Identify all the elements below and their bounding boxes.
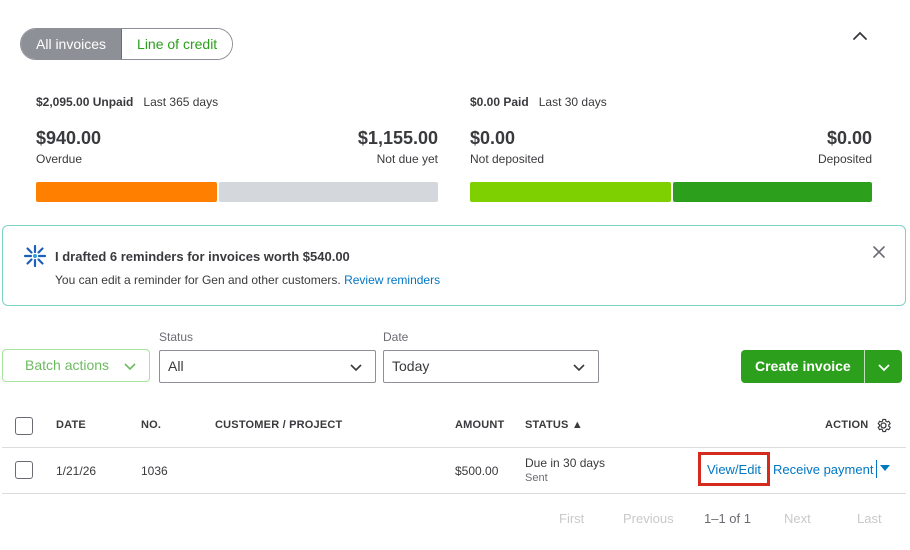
pagination-next[interactable]: Next — [784, 511, 811, 526]
chevron-up-icon — [853, 31, 867, 40]
row-status: Due in 30 days — [525, 456, 606, 470]
unpaid-period: Last 365 days — [143, 95, 219, 109]
batch-actions-button[interactable]: Batch actions — [2, 349, 150, 382]
column-header-status[interactable]: STATUS ▲ — [525, 419, 583, 431]
button-divider — [864, 350, 865, 383]
pagination-previous[interactable]: Previous — [623, 511, 674, 526]
table-divider — [2, 447, 906, 448]
row-amount: $500.00 — [455, 464, 499, 478]
pagination-info: 1–1 of 1 — [704, 511, 751, 526]
unpaid-total: $2,095.00 Unpaid — [36, 95, 134, 109]
not-deposited-amount[interactable]: $0.00 — [470, 128, 516, 148]
batch-actions-label: Batch actions — [25, 357, 110, 373]
create-invoice-dropdown[interactable] — [865, 350, 902, 383]
not-due-label: Not due yet — [376, 152, 438, 166]
review-reminders-link[interactable]: Review reminders — [344, 273, 441, 287]
date-filter-label: Date — [383, 330, 409, 344]
not-deposited-bar[interactable] — [470, 182, 671, 202]
overdue-label: Overdue — [36, 152, 83, 166]
table-divider — [2, 493, 906, 494]
pagination-first[interactable]: First — [559, 511, 585, 526]
ai-sparkle-icon — [23, 244, 47, 268]
chevron-down-icon — [124, 363, 136, 371]
column-header-date[interactable]: DATE — [56, 419, 86, 431]
column-header-amount[interactable]: AMOUNT — [455, 419, 505, 431]
reminder-description: You can edit a reminder for Gen and othe… — [55, 273, 440, 287]
row-checkbox[interactable] — [15, 461, 33, 479]
gear-icon[interactable] — [875, 417, 892, 434]
view-edit-link[interactable]: View/Edit — [707, 462, 761, 477]
overdue-amount[interactable]: $940.00 — [36, 128, 102, 148]
caret-down-icon[interactable] — [880, 465, 890, 472]
status-filter-label: Status — [159, 330, 194, 344]
column-header-no[interactable]: NO. — [141, 419, 162, 431]
receive-payment-link[interactable]: Receive payment — [773, 462, 874, 477]
not-due-bar[interactable] — [219, 182, 438, 202]
not-due-amount[interactable]: $1,155.00 — [357, 128, 438, 148]
date-filter-select[interactable]: Today — [383, 350, 599, 383]
pagination-last[interactable]: Last — [857, 511, 882, 526]
invoice-type-toggle: All invoices Line of credit — [20, 28, 234, 60]
create-invoice-button: Create invoice — [741, 350, 902, 383]
tab-line-of-credit[interactable]: Line of credit — [122, 29, 233, 59]
chevron-down-icon — [350, 364, 362, 372]
deposited-bar[interactable] — [673, 182, 872, 202]
close-icon[interactable] — [871, 244, 887, 260]
row-number: 1036 — [141, 464, 168, 478]
date-filter-value: Today — [392, 358, 430, 374]
create-invoice-label[interactable]: Create invoice — [755, 358, 851, 374]
reminder-title: I drafted 6 reminders for invoices worth… — [55, 249, 350, 264]
row-status-sub: Sent — [525, 472, 548, 484]
action-divider — [876, 460, 877, 478]
paid-summary-header: $0.00 Paid Last 30 days — [470, 95, 607, 109]
reminder-text: You can edit a reminder for Gen and othe… — [55, 273, 341, 287]
column-header-action: ACTION — [825, 419, 869, 431]
paid-total: $0.00 Paid — [470, 95, 529, 109]
paid-period: Last 30 days — [538, 95, 607, 109]
reminder-banner: I drafted 6 reminders for invoices worth… — [2, 225, 906, 306]
deposited-label: Deposited — [817, 152, 872, 166]
tab-all-invoices[interactable]: All invoices — [21, 29, 123, 59]
status-filter-select[interactable]: All — [159, 350, 376, 383]
highlight-box — [698, 452, 770, 486]
overdue-bar[interactable] — [36, 182, 217, 202]
column-header-customer[interactable]: CUSTOMER / PROJECT — [215, 419, 343, 431]
deposited-amount[interactable]: $0.00 — [826, 128, 872, 148]
unpaid-summary-header: $2,095.00 Unpaid Last 365 days — [36, 95, 218, 109]
chevron-down-icon — [573, 364, 585, 372]
chevron-down-icon — [878, 364, 890, 372]
row-date: 1/21/26 — [56, 464, 97, 478]
select-all-checkbox[interactable] — [15, 417, 33, 435]
not-deposited-label: Not deposited — [470, 152, 545, 166]
collapse-summary-button[interactable] — [849, 25, 871, 47]
status-filter-value: All — [168, 358, 184, 374]
